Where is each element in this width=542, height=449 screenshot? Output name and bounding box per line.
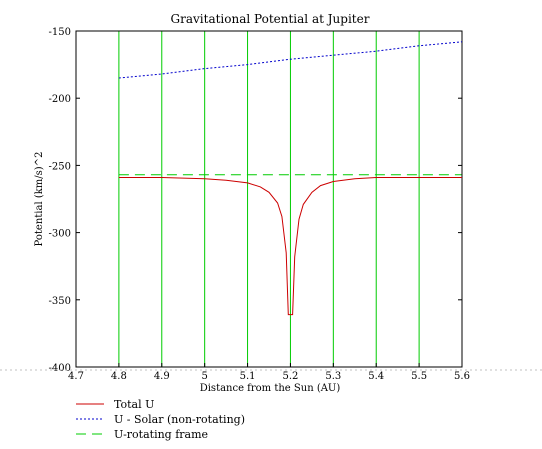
x-axis-label: Distance from the Sun (AU) bbox=[200, 383, 341, 394]
x-tick-label: 5.4 bbox=[368, 371, 384, 382]
x-tick-label: 5.5 bbox=[411, 371, 427, 382]
gridlines bbox=[118, 31, 463, 367]
x-tick-label: 4.8 bbox=[111, 371, 127, 382]
y-tick-label: -150 bbox=[49, 27, 71, 38]
y-tick-label: -300 bbox=[49, 229, 71, 240]
y-tick-label: -200 bbox=[49, 94, 71, 105]
y-tick-label: -350 bbox=[49, 296, 71, 307]
y-axis-label: Potential (km/s)^2 bbox=[34, 152, 45, 247]
x-tick-label: 5.6 bbox=[454, 371, 470, 382]
y-tick-label: -400 bbox=[49, 363, 71, 374]
legend: Total U U - Solar (non-rotating) U-rotatin… bbox=[76, 398, 245, 441]
x-tick-label: 4.9 bbox=[154, 371, 170, 382]
chart-title: Gravitational Potential at Jupiter bbox=[171, 12, 370, 26]
series-line-1 bbox=[118, 177, 462, 316]
axis-ticks: 4.7 4.8 4.9 5 5.1 5.2 5.3 5.4 5.5 5.6 -150 -200 -250… bbox=[49, 27, 470, 382]
series-layer bbox=[118, 41, 463, 316]
y-tick-label: -250 bbox=[49, 161, 71, 172]
legend-entry: Total U bbox=[114, 398, 154, 411]
legend-entry: U - Solar (non-rotating) bbox=[114, 413, 245, 426]
x-tick-label: 5.1 bbox=[240, 371, 256, 382]
x-tick-label: 4.7 bbox=[68, 371, 84, 382]
x-tick-label: 5 bbox=[201, 371, 207, 382]
series-line-2 bbox=[118, 41, 463, 79]
plot-area bbox=[75, 30, 463, 368]
x-tick-label: 5.2 bbox=[282, 371, 298, 382]
legend-entry: U-rotating frame bbox=[114, 428, 208, 441]
x-tick-label: 5.3 bbox=[325, 371, 341, 382]
